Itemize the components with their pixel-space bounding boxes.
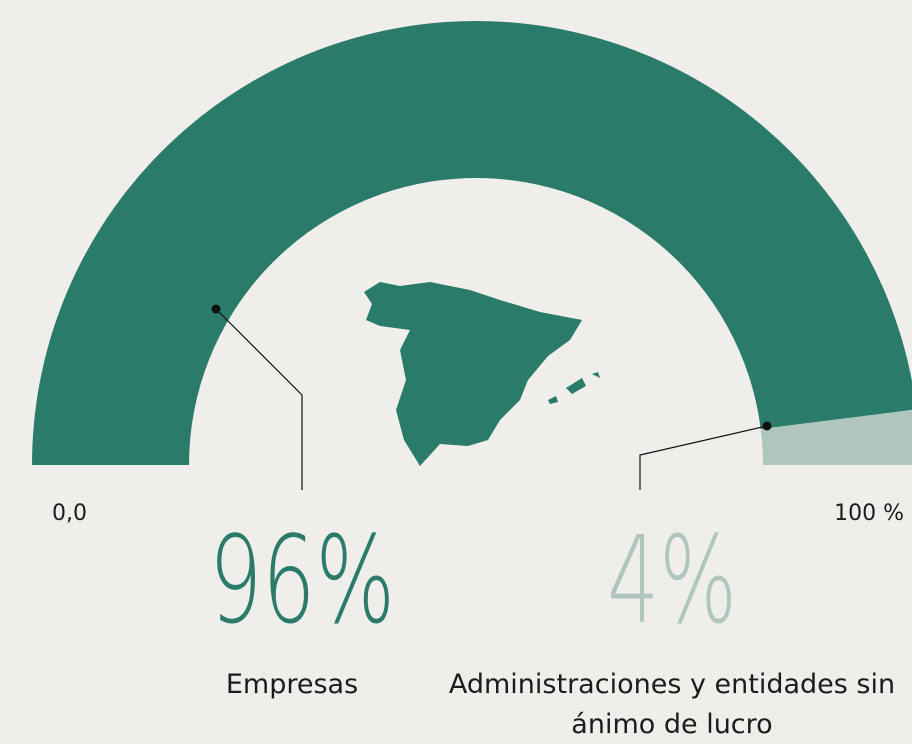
islands [548, 396, 558, 404]
leader-line [639, 425, 768, 490]
leader-dot [762, 421, 772, 431]
axis-end-label: 0,0 [52, 501, 87, 526]
category-label: Empresas [225, 669, 359, 700]
gauge-segment [32, 21, 912, 465]
gauge-segment [760, 409, 912, 465]
leader-line [215, 308, 303, 490]
axis-end-label: 100 % [834, 501, 904, 526]
category-label: Administraciones y entidades sin ánimo d… [448, 669, 896, 740]
islands [592, 372, 600, 378]
spain-map [364, 282, 582, 466]
leader-dot [211, 304, 221, 314]
islands [566, 378, 586, 394]
value-label: 4% [607, 512, 737, 651]
value-label: 96% [209, 512, 395, 651]
